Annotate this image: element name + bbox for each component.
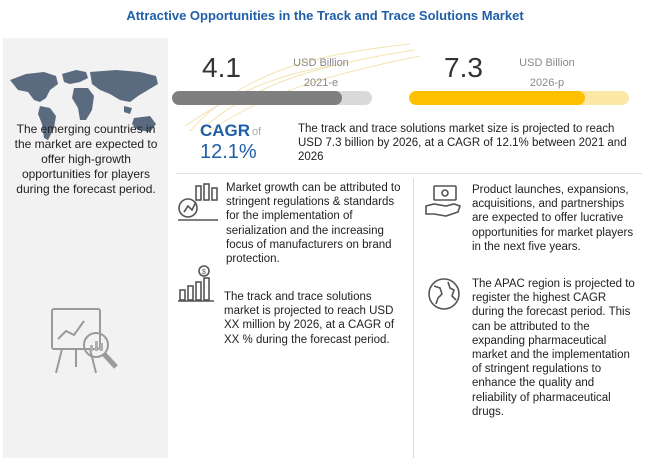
unit-2021: USD Billion (293, 57, 349, 69)
insight-4-text: The APAC region is projected to register… (472, 278, 635, 418)
bar-2021-track (172, 91, 372, 105)
bar-2026-fill (409, 91, 585, 105)
bar-2026-track (409, 91, 629, 105)
cagr-value: 12.1% (200, 141, 257, 163)
divider-horizontal (176, 173, 642, 174)
insight-3-text: Product launches, expansions, acquisitio… (472, 184, 634, 253)
world-map-icon (10, 70, 158, 140)
svg-text:$: $ (202, 269, 206, 276)
page-title: Attractive Opportunities in the Track an… (126, 8, 524, 23)
left-panel-text: The emerging countries in the market are… (14, 122, 158, 196)
magnifier-chart-icon (51, 308, 118, 374)
insight-1-text: Market growth can be attributed to strin… (226, 182, 401, 266)
decorative-swirl (184, 43, 421, 132)
cagr-label: CAGR (200, 121, 251, 140)
unit-2026: USD Billion (519, 57, 575, 69)
year-2026: 2026-p (529, 77, 565, 89)
value-2021: 4.1 (202, 52, 241, 83)
market-summary-text: The track and trace solutions market siz… (298, 123, 627, 163)
globe-icon (428, 278, 460, 310)
growth-chart-icon (178, 183, 218, 221)
cagr-of: of (252, 126, 262, 138)
insight-2-text: The track and trace solutions market is … (224, 291, 395, 346)
money-hand-icon (425, 185, 462, 217)
bar-2021-fill (172, 91, 342, 105)
bar-chart-dollar-icon: $ (178, 265, 214, 302)
year-2021: 2021-e (303, 77, 339, 89)
value-2026: 7.3 (444, 52, 483, 83)
divider-vertical (413, 178, 414, 458)
